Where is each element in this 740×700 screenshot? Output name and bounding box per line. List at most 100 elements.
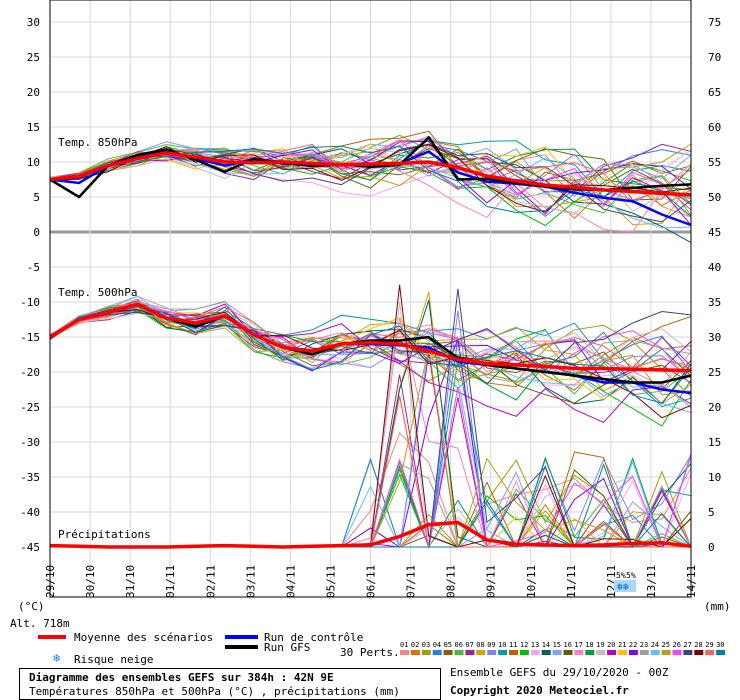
pert-line-t500	[49, 306, 692, 404]
pert-number: 09	[487, 641, 495, 649]
pert-number: 08	[476, 641, 484, 649]
x-tick-label: 04/11	[284, 565, 297, 598]
pert-line-t850	[49, 147, 692, 218]
plot-frame	[49, 0, 692, 598]
pert-swatch	[705, 650, 715, 655]
snow-risk-mark-2: 5%	[626, 571, 636, 580]
pert-swatch	[465, 650, 475, 655]
left-tick-label: 5	[33, 191, 40, 204]
pert-number: 15	[553, 641, 561, 649]
pert-number: 16	[564, 641, 572, 649]
snowflake-icon: ❄❄	[614, 580, 636, 593]
pert-line-t500	[49, 306, 692, 396]
right-tick-label: 70	[708, 51, 721, 64]
title-box	[19, 668, 441, 700]
pert-number: 27	[683, 641, 691, 649]
pert-number: 14	[542, 641, 550, 649]
left-tick-label: -30	[20, 436, 40, 449]
pert-swatch	[574, 650, 584, 655]
right-tick-label: 65	[708, 86, 721, 99]
pert-swatch	[443, 650, 453, 655]
x-tick-label: 05/11	[324, 565, 337, 598]
right-tick-label: 10	[708, 471, 721, 484]
pert-number: 28	[694, 641, 702, 649]
right-tick-label: 50	[708, 191, 721, 204]
legend-gfs-label: Run GFS	[264, 641, 310, 654]
pert-swatch	[607, 650, 617, 655]
copyright-label: Copyright 2020 Meteociel.fr	[450, 684, 629, 697]
pert-line-t500	[49, 301, 692, 387]
legend-snow-label: Risque neige	[74, 653, 153, 666]
pert-swatch	[596, 650, 606, 655]
pert-line-t500	[49, 300, 692, 414]
right-tick-label: 60	[708, 121, 721, 134]
pert-swatch	[628, 650, 638, 655]
left-tick-label: -20	[20, 366, 40, 379]
pert-swatch	[639, 650, 649, 655]
pert-swatch	[552, 650, 562, 655]
pert-number: 07	[465, 641, 473, 649]
pert-swatch	[650, 650, 660, 655]
pert-line-t500	[49, 311, 692, 363]
right-tick-label: 25	[708, 366, 721, 379]
pert-line-t500	[49, 306, 692, 405]
left-tick-label: -10	[20, 296, 40, 309]
pert-number: 18	[585, 641, 593, 649]
pert-number: 12	[520, 641, 528, 649]
x-tick-label: 14/11	[685, 565, 698, 598]
pert-number: 24	[651, 641, 659, 649]
left-tick-label: -15	[20, 331, 40, 344]
pert-swatch	[421, 650, 431, 655]
pert-swatch	[683, 650, 693, 655]
x-tick-label: 09/11	[485, 565, 498, 598]
pert-number: 04	[433, 641, 441, 649]
pert-swatch	[498, 650, 508, 655]
mean-line-precip	[49, 520, 692, 549]
pert-swatch	[487, 650, 497, 655]
right-tick-label: 45	[708, 226, 721, 239]
pert-number: 30	[716, 641, 724, 649]
x-tick-label: 30/10	[84, 565, 97, 598]
right-tick-label: 0	[708, 541, 715, 554]
x-tick-label: 31/10	[124, 565, 137, 598]
pert-line-t850	[49, 145, 692, 217]
panel-label-precip: Précipitations	[58, 528, 151, 541]
x-tick-label: 29/10	[44, 565, 57, 598]
pert-number: 02	[411, 641, 419, 649]
x-tick-label: 08/11	[445, 565, 458, 598]
x-tick-label: 13/11	[645, 565, 658, 598]
left-tick-label: 15	[27, 121, 40, 134]
panel-label-t500: Temp. 500hPa	[58, 286, 137, 299]
pert-line-t500	[49, 306, 692, 386]
pert-swatch	[476, 650, 486, 655]
left-tick-label: -45	[20, 541, 40, 554]
left-tick-label: 30	[27, 16, 40, 29]
pert-swatch	[585, 650, 595, 655]
right-tick-label: 35	[708, 296, 721, 309]
pert-swatch	[509, 650, 518, 655]
pert-line-t850	[49, 148, 692, 205]
right-tick-label: 20	[708, 401, 721, 414]
pert-number: 17	[574, 641, 582, 649]
pert-number: 29	[705, 641, 713, 649]
legend-control-label: Run de contrôle	[264, 631, 363, 644]
right-tick-label: 40	[708, 261, 721, 274]
pert-number: 23	[640, 641, 648, 649]
axes: 302520151050-5-10-15-20-25-30-35-40-4575…	[20, 0, 721, 598]
altitude-label: Alt. 718m	[10, 617, 70, 630]
pert-swatch	[530, 650, 540, 655]
x-tick-label: 07/11	[405, 565, 418, 598]
right-tick-label: 15	[708, 436, 721, 449]
pert-swatch	[694, 650, 704, 655]
pert-number: 13	[531, 641, 539, 649]
x-tick-label: 01/11	[164, 565, 177, 598]
pert-swatch	[541, 650, 551, 655]
pert-number: 22	[629, 641, 637, 649]
pert-swatch	[519, 650, 529, 655]
pert-swatch	[432, 650, 442, 655]
pert-swatch	[400, 650, 409, 655]
chart-subtitle: Températures 850hPa et 500hPa (°C) , pré…	[29, 685, 400, 698]
left-tick-label: -5	[27, 261, 40, 274]
chart-title: Diagramme des ensembles GEFS sur 384h : …	[29, 671, 334, 684]
